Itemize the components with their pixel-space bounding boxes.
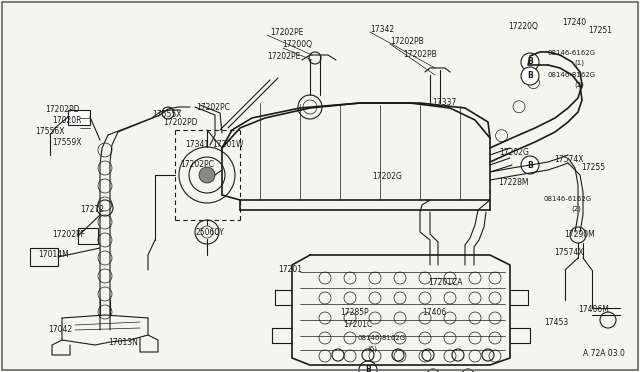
- Text: 17201: 17201: [278, 265, 302, 274]
- Text: 17202PE: 17202PE: [270, 28, 303, 37]
- Text: 17202G: 17202G: [372, 172, 402, 181]
- Text: 17202PC: 17202PC: [196, 103, 230, 112]
- Circle shape: [359, 361, 377, 372]
- Text: 17201C: 17201C: [343, 320, 372, 329]
- Text: 17200Q: 17200Q: [282, 40, 312, 49]
- Text: 08146-8162G: 08146-8162G: [358, 335, 406, 341]
- Text: 08146-6162G: 08146-6162G: [548, 50, 596, 56]
- Circle shape: [199, 167, 215, 183]
- Text: 17453: 17453: [544, 318, 568, 327]
- Text: B: B: [365, 366, 371, 372]
- Text: 17201CA: 17201CA: [428, 278, 463, 287]
- Text: 17042: 17042: [48, 325, 72, 334]
- Text: B: B: [527, 58, 533, 67]
- Text: 17202PB: 17202PB: [403, 50, 436, 59]
- Text: 17220Q: 17220Q: [508, 22, 538, 31]
- Text: 17202PE: 17202PE: [267, 52, 300, 61]
- Text: 17406: 17406: [422, 308, 446, 317]
- Text: 17202G: 17202G: [499, 148, 529, 157]
- Text: A 72A 03.0: A 72A 03.0: [583, 349, 625, 358]
- Text: 17406M: 17406M: [578, 305, 609, 314]
- Text: 17290M: 17290M: [564, 230, 595, 239]
- Text: (2): (2): [571, 206, 581, 212]
- Text: (1): (1): [574, 60, 584, 67]
- Text: 17342: 17342: [370, 25, 394, 34]
- Text: 17202PD: 17202PD: [163, 118, 198, 127]
- Text: 17255: 17255: [581, 163, 605, 172]
- Circle shape: [521, 156, 539, 174]
- Text: 17202PC: 17202PC: [180, 160, 214, 169]
- Text: 17202PD: 17202PD: [45, 105, 79, 114]
- Text: 17202PF: 17202PF: [52, 230, 85, 239]
- Bar: [30, 248, 58, 266]
- Text: 08146-6162G: 08146-6162G: [543, 196, 591, 202]
- Text: 17251: 17251: [588, 26, 612, 35]
- Text: 08146-8162G: 08146-8162G: [548, 72, 596, 78]
- Text: B: B: [527, 160, 533, 170]
- Text: 17202PB: 17202PB: [390, 37, 424, 46]
- Text: 17555X: 17555X: [152, 110, 182, 119]
- Bar: [68, 110, 90, 125]
- Text: 17556X: 17556X: [35, 127, 65, 136]
- Text: 17014M: 17014M: [38, 250, 68, 259]
- Text: 17574X: 17574X: [554, 155, 584, 164]
- Circle shape: [521, 53, 539, 71]
- Text: 17559X: 17559X: [52, 138, 81, 147]
- Text: 17285P: 17285P: [340, 308, 369, 317]
- Text: (2): (2): [574, 82, 584, 89]
- Text: 17013N: 17013N: [108, 338, 138, 347]
- Bar: [78, 228, 98, 244]
- Text: 17337: 17337: [432, 98, 456, 107]
- Text: 17201W: 17201W: [212, 140, 243, 149]
- Text: B: B: [527, 71, 533, 80]
- Text: 17341: 17341: [185, 140, 209, 149]
- Text: 17020R: 17020R: [52, 116, 81, 125]
- Text: 17574X: 17574X: [554, 248, 584, 257]
- Circle shape: [521, 67, 539, 85]
- Circle shape: [332, 349, 344, 361]
- Text: 17228M: 17228M: [498, 178, 529, 187]
- Text: 17272: 17272: [80, 205, 104, 214]
- Text: 25060Y: 25060Y: [196, 228, 225, 237]
- Text: 17240: 17240: [562, 18, 586, 27]
- Text: (6): (6): [367, 345, 377, 352]
